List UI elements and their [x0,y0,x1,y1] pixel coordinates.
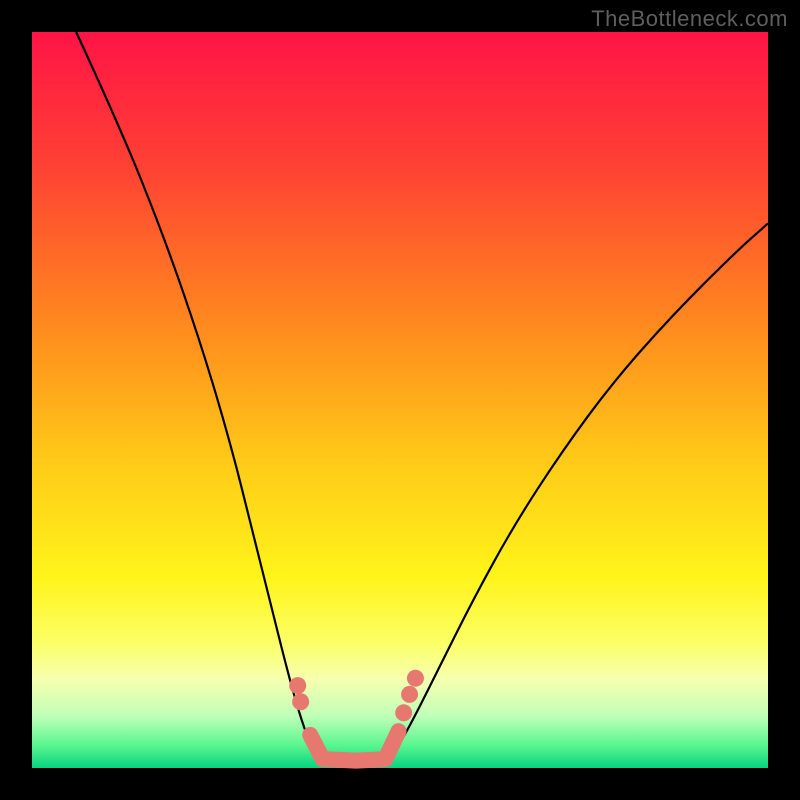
chart-container: TheBottleneck.com [0,0,800,800]
data-dot [401,686,418,703]
watermark-text: TheBottleneck.com [591,6,788,32]
data-dot [292,693,309,710]
data-dot [395,704,412,721]
plot-background [32,32,768,768]
data-dot [289,677,306,694]
data-dot [407,670,424,687]
bottleneck-curve-chart [0,0,800,800]
